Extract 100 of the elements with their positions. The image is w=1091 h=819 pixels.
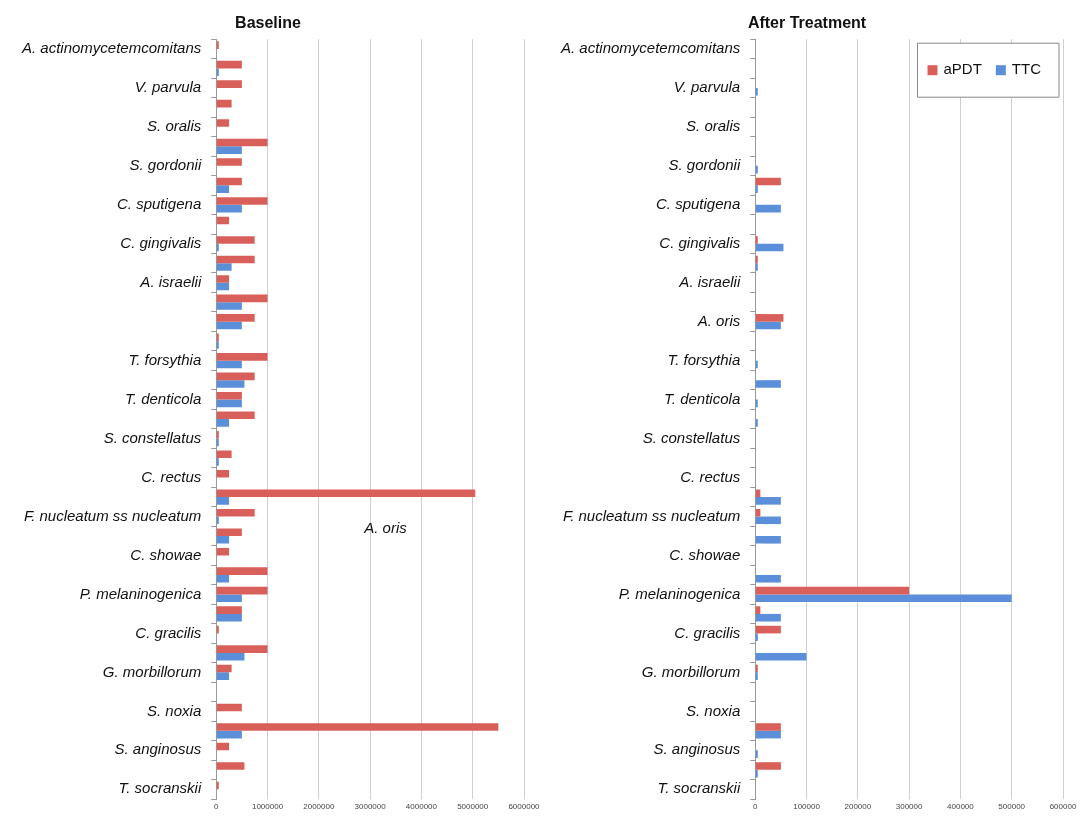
bar xyxy=(216,353,268,361)
bar xyxy=(216,158,242,166)
bar xyxy=(755,508,761,517)
y-tick-label: S. gordonii xyxy=(129,156,202,174)
bar xyxy=(755,380,781,388)
x-tick-label: 6000000 xyxy=(508,802,541,811)
bar xyxy=(755,87,758,96)
bar xyxy=(755,204,781,213)
chart-title: Baseline xyxy=(235,14,302,32)
bar xyxy=(216,574,230,583)
bar xyxy=(216,489,476,498)
bar xyxy=(755,497,781,505)
bar xyxy=(216,730,242,739)
legend-label: TTC xyxy=(1011,60,1042,78)
y-tick-label: G. morbillorum xyxy=(102,662,202,680)
bar xyxy=(755,185,758,193)
bar xyxy=(216,204,242,213)
bar xyxy=(216,613,242,622)
bar xyxy=(216,723,499,731)
bar xyxy=(216,664,232,673)
y-tick-label: P. melaninogenica xyxy=(618,584,741,602)
bar xyxy=(216,652,245,661)
y-tick-label: C. gracilis xyxy=(135,623,202,641)
bar xyxy=(216,360,242,369)
bar xyxy=(216,672,230,680)
y-tick-label: G. morbillorum xyxy=(641,662,741,680)
bar xyxy=(216,341,219,349)
bar xyxy=(755,625,781,634)
x-tick-label: 400000 xyxy=(947,802,975,811)
bar xyxy=(755,672,758,680)
y-tick-label: F. nucleatum ss nucleatum xyxy=(23,506,202,524)
bar xyxy=(216,314,255,322)
bar xyxy=(216,321,242,330)
x-tick-label: 0 xyxy=(214,802,219,811)
bar xyxy=(216,302,242,310)
bar xyxy=(755,535,781,544)
bar xyxy=(755,586,910,595)
bar xyxy=(755,750,758,758)
bar xyxy=(216,528,242,536)
bar xyxy=(216,80,242,88)
y-tick-label: S. noxia xyxy=(686,701,741,719)
bar xyxy=(216,399,242,408)
annotation: A. oris xyxy=(363,519,408,537)
bar xyxy=(216,762,245,770)
bar xyxy=(216,380,245,388)
bar xyxy=(216,411,255,420)
y-tick-label: V. parvula xyxy=(673,78,741,96)
bar xyxy=(755,633,758,641)
bar xyxy=(755,263,758,271)
bar xyxy=(216,275,230,283)
bar xyxy=(216,197,268,205)
y-tick-label: F. nucleatum ss nucleatum xyxy=(562,506,741,524)
y-tick-label: S. oralis xyxy=(686,117,741,135)
y-tick-label: T. denticola xyxy=(664,389,741,407)
x-tick-label: 4000000 xyxy=(405,802,438,811)
bar xyxy=(216,177,242,186)
bar xyxy=(755,652,807,661)
bar xyxy=(755,314,784,322)
x-tick-label: 100000 xyxy=(793,802,821,811)
y-tick-label: C. showae xyxy=(669,545,741,563)
bar xyxy=(755,177,781,186)
x-tick-label: 2000000 xyxy=(303,802,335,811)
bar xyxy=(755,762,781,770)
bar xyxy=(216,68,219,77)
bar xyxy=(755,613,781,622)
y-tick-label: A. actinomycetemcomitans xyxy=(21,39,202,57)
bar xyxy=(216,236,255,244)
y-tick-label: C. sputigena xyxy=(117,194,202,212)
bar xyxy=(216,392,242,400)
y-tick-label: S. constellatus xyxy=(642,428,741,446)
bar xyxy=(755,516,781,525)
bar xyxy=(755,236,758,244)
bar xyxy=(755,723,781,731)
bar xyxy=(216,508,255,517)
y-tick-label: T. socranskii xyxy=(657,779,741,797)
chart-title: After Treatment xyxy=(747,14,867,32)
y-tick-label: C. gingivalis xyxy=(659,233,741,251)
y-tick-label: A. israelii xyxy=(678,272,741,290)
y-tick-label: C. gracilis xyxy=(674,623,741,641)
y-tick-label: C. rectus xyxy=(141,467,202,485)
bar xyxy=(755,243,784,252)
bar xyxy=(216,146,242,154)
bar xyxy=(755,321,781,330)
bar xyxy=(216,567,268,575)
bar xyxy=(216,263,232,271)
x-tick-label: 5000000 xyxy=(457,802,489,811)
y-tick-label: S. anginosus xyxy=(114,740,202,758)
y-tick-label: C. showae xyxy=(130,545,202,563)
y-tick-label: C. gingivalis xyxy=(120,233,202,251)
bar xyxy=(755,489,761,498)
bar xyxy=(755,419,758,427)
y-tick-label: T. denticola xyxy=(125,389,202,407)
y-tick-label: S. anginosus xyxy=(653,740,741,758)
y-tick-label: A. actinomycetemcomitans xyxy=(560,39,741,57)
x-tick-label: 0 xyxy=(753,802,758,811)
y-tick-label: A. oris xyxy=(696,311,741,329)
bar xyxy=(216,185,230,193)
bar xyxy=(216,419,230,427)
bar xyxy=(755,606,761,614)
y-tick-label: S. gordonii xyxy=(668,156,741,174)
